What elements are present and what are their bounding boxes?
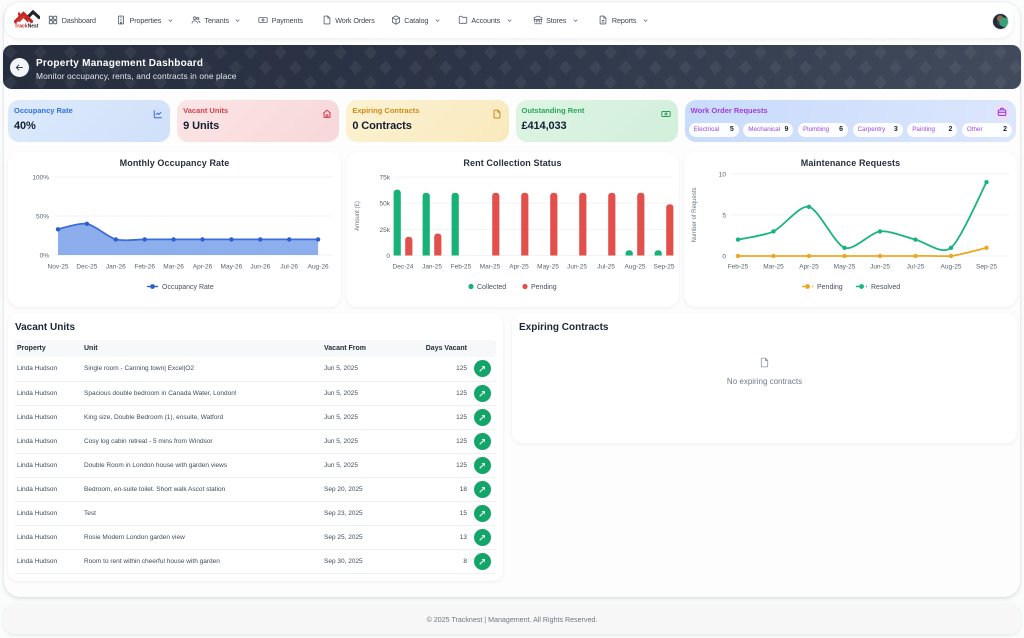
svg-text:0: 0 (722, 254, 726, 261)
svg-text:100%: 100% (32, 175, 49, 182)
svg-text:May-26: May-26 (221, 264, 243, 271)
svg-text:Collected: Collected (477, 284, 506, 291)
svg-text:Aug-25: Aug-25 (625, 264, 646, 271)
svg-text:May-25: May-25 (834, 264, 856, 271)
svg-text:50k: 50k (380, 201, 391, 208)
svg-text:Jun-25: Jun-25 (870, 264, 890, 271)
svg-text:Mar-26: Mar-26 (163, 264, 184, 271)
svg-text:Pending: Pending (817, 284, 843, 291)
svg-text:Jul-26: Jul-26 (280, 264, 298, 271)
svg-text:Feb-25: Feb-25 (728, 264, 749, 271)
svg-text:Dec-24: Dec-24 (393, 264, 414, 271)
svg-text:50%: 50% (36, 214, 49, 221)
svg-text:Resolved: Resolved (871, 284, 900, 291)
svg-text:Mar-25: Mar-25 (480, 264, 501, 271)
svg-text:Pending: Pending (531, 284, 557, 291)
svg-text:5: 5 (722, 213, 726, 220)
svg-text:May-25: May-25 (537, 264, 559, 271)
svg-text:0: 0 (386, 253, 390, 260)
svg-text:Jun-25: Jun-25 (567, 264, 587, 271)
svg-text:Apr-25: Apr-25 (799, 264, 819, 271)
svg-text:Jun-26: Jun-26 (250, 264, 270, 271)
svg-text:Apr-25: Apr-25 (509, 264, 529, 271)
svg-text:10: 10 (719, 172, 727, 179)
svg-text:Nov-25: Nov-25 (48, 264, 69, 271)
svg-text:Amount (£): Amount (£) (355, 201, 361, 231)
svg-text:Aug-25: Aug-25 (941, 264, 962, 271)
svg-text:Aug-26: Aug-26 (308, 264, 329, 271)
svg-text:Jul-25: Jul-25 (907, 264, 925, 271)
svg-text:Occupancy Rate: Occupancy Rate (162, 284, 214, 291)
svg-text:Apr-26: Apr-26 (193, 264, 213, 271)
svg-text:Number of Requests: Number of Requests (692, 187, 698, 242)
svg-text:0%: 0% (40, 253, 50, 260)
svg-text:Feb-26: Feb-26 (134, 264, 155, 271)
svg-text:Jul-25: Jul-25 (597, 264, 615, 271)
svg-text:Jan-26: Jan-26 (106, 264, 126, 271)
svg-text:Jan-25: Jan-25 (422, 264, 442, 271)
svg-text:TrackNest: TrackNest (14, 23, 38, 29)
svg-text:Sep-25: Sep-25 (976, 264, 997, 271)
svg-text:25k: 25k (380, 227, 391, 234)
svg-text:Feb-25: Feb-25 (451, 264, 472, 271)
svg-text:Dec-25: Dec-25 (76, 264, 97, 271)
svg-text:Sep-25: Sep-25 (654, 264, 675, 271)
svg-text:Mar-25: Mar-25 (763, 264, 784, 271)
svg-text:75k: 75k (380, 175, 391, 182)
